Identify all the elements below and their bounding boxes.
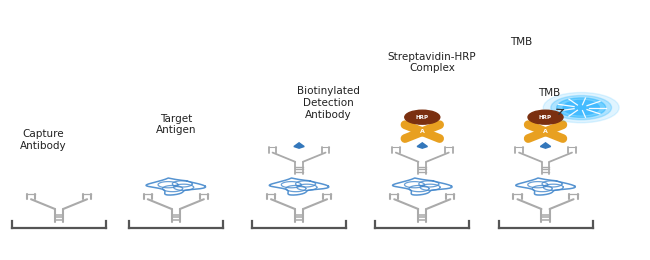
- Text: TMB: TMB: [538, 88, 560, 98]
- Text: Capture
Antibody: Capture Antibody: [20, 129, 66, 151]
- Polygon shape: [417, 143, 428, 148]
- Polygon shape: [540, 143, 551, 148]
- Circle shape: [551, 95, 612, 120]
- Circle shape: [405, 110, 440, 124]
- Circle shape: [556, 98, 606, 118]
- Text: HRP: HRP: [539, 115, 552, 120]
- Text: HRP: HRP: [416, 115, 429, 120]
- Circle shape: [563, 100, 599, 115]
- Text: Streptavidin-HRP
Complex: Streptavidin-HRP Complex: [387, 51, 476, 73]
- Text: A: A: [543, 129, 548, 134]
- Text: Biotinylated
Detection
Antibody: Biotinylated Detection Antibody: [297, 87, 359, 120]
- Text: Target
Antigen: Target Antigen: [155, 114, 196, 135]
- Circle shape: [528, 110, 563, 124]
- Polygon shape: [294, 143, 304, 148]
- Circle shape: [412, 128, 432, 135]
- Circle shape: [536, 128, 556, 135]
- Text: TMB: TMB: [510, 37, 532, 47]
- Circle shape: [543, 93, 619, 123]
- Text: A: A: [420, 129, 424, 134]
